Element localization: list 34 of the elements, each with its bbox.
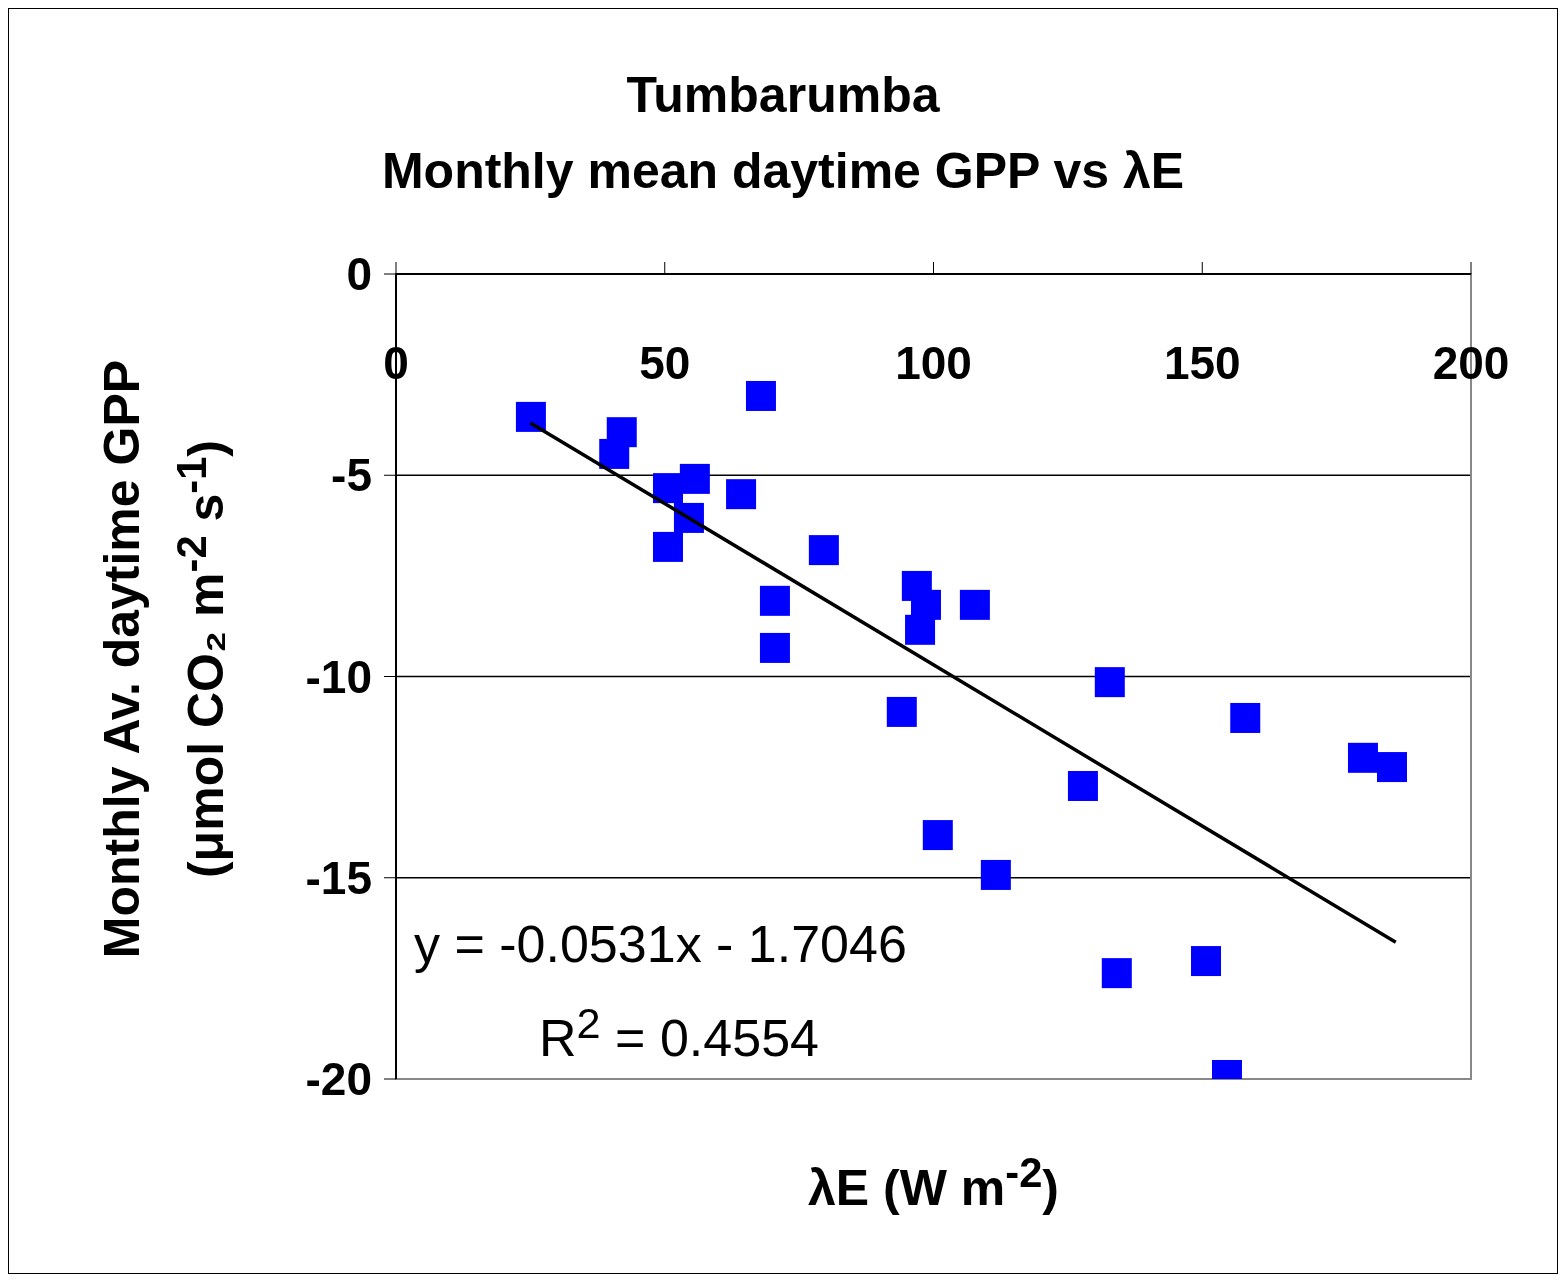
y-tick-label: 0: [346, 248, 372, 300]
point: [759, 632, 790, 663]
point: [886, 696, 917, 727]
x-tick-label: 200: [1432, 337, 1510, 389]
annotation: y = -0.0531x - 1.7046: [414, 914, 907, 974]
point: [759, 585, 790, 616]
point: [1191, 946, 1222, 977]
y-tick-label: -15: [305, 851, 372, 904]
point: [1230, 702, 1261, 733]
point: [959, 589, 990, 620]
point: [922, 820, 953, 851]
y-tick-label: -10: [305, 650, 372, 703]
point: [652, 531, 683, 562]
point: [980, 859, 1011, 890]
x-tick-label: 150: [1163, 337, 1241, 389]
y-tick-label: -20: [305, 1053, 372, 1105]
point: [726, 479, 757, 510]
y-tick-label: -5: [331, 449, 372, 502]
x-tick-label: 50: [639, 337, 691, 389]
x-axis-title: λE (W m$^{-2}$): [807, 1149, 1060, 1217]
chart-title: Tumbarumba Monthly mean daytime GPP vs λE: [380, 66, 1186, 201]
point: [905, 614, 936, 645]
point: [1067, 770, 1098, 801]
annotation: R$^{2}$ = 0.4554: [539, 999, 819, 1069]
point: [515, 401, 546, 432]
point: [1094, 667, 1125, 698]
point: [1101, 958, 1132, 989]
point: [745, 380, 776, 411]
point: [1347, 742, 1378, 773]
point: [606, 417, 637, 448]
x-tick-label: 100: [895, 337, 972, 389]
point: [679, 463, 710, 494]
point: [808, 535, 839, 566]
point: [1376, 752, 1407, 783]
